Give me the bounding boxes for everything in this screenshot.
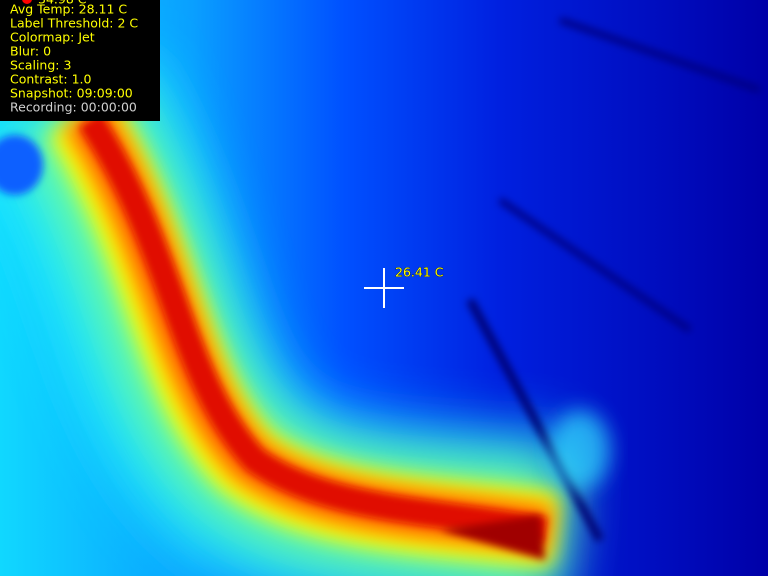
hud-line: Scaling: 3 [10,58,71,73]
recording: Recording: 00:00:00 [10,100,137,115]
hud-line: Blur: 0 [10,44,51,59]
max-temp: 34.98 C [38,0,87,7]
thermal-blobs [0,17,761,576]
hud-line: Avg Temp: 28.11 C [10,2,127,17]
hud-panel [0,0,160,121]
crosshair-label: 26.41 C [395,265,444,280]
hud-line: Label Threshold: 2 C [10,16,138,31]
hud-line: Snapshot: 09:09:00 [10,86,133,101]
max-temp-dot [22,0,32,4]
hud-line: Colormap: Jet [10,30,95,45]
crosshair [364,268,404,308]
hud-line: Contrast: 1.0 [10,72,92,87]
